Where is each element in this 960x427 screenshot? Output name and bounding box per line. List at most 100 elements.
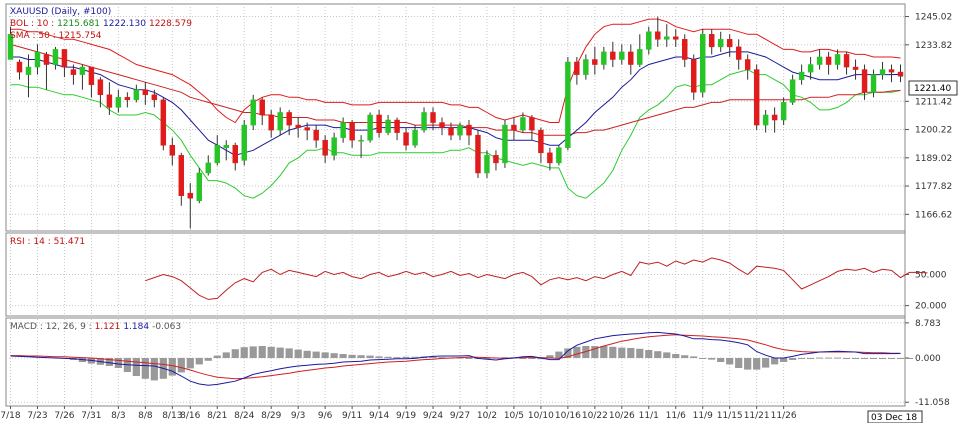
- price-series: [7, 16, 905, 229]
- macd-panel: 8.783 0.000 -11.058: [6, 319, 950, 408]
- macd-histogram-bar: [231, 349, 239, 358]
- candle: [52, 46, 59, 70]
- macd-histogram-bar: [177, 358, 185, 373]
- candle-body-up: [816, 56, 823, 65]
- macd-histogram-bar: [645, 350, 653, 358]
- candle: [502, 120, 508, 168]
- macd-histogram-bar: [573, 346, 581, 358]
- macd-histogram-bar: [105, 358, 113, 366]
- candle-body-up: [789, 79, 796, 103]
- macd-histogram-bar: [744, 358, 752, 370]
- macd-histogram-bar: [860, 358, 869, 359]
- macd-histogram-bar: [384, 356, 392, 358]
- candle: [7, 26, 14, 60]
- candle: [385, 114, 391, 136]
- macd-histogram-bar: [546, 355, 554, 358]
- macd-histogram-bar: [672, 354, 680, 358]
- candle-body-up: [520, 117, 526, 131]
- candle-body-up: [358, 139, 364, 142]
- candle-body-down: [232, 144, 238, 164]
- time-tick-label: 9/3: [291, 411, 305, 421]
- macd-label: MACD : 12, 26, 9 : 1.121 1.184 -0.063: [10, 322, 181, 332]
- time-tick-label: 11/1: [639, 411, 659, 421]
- candle: [16, 59, 23, 80]
- candle-body-down: [322, 139, 328, 156]
- macd-histogram-bar: [438, 357, 446, 359]
- candle: [646, 26, 652, 55]
- candle-body-up: [367, 114, 373, 141]
- candle-body-down: [708, 34, 715, 48]
- bollinger-middle-band: [10, 51, 901, 156]
- candle: [717, 31, 724, 52]
- bol-prefix: BOL : 10 :: [10, 19, 57, 29]
- candle: [870, 69, 877, 98]
- candle-body-up: [340, 122, 346, 138]
- candle: [394, 117, 400, 141]
- candle-body-up: [780, 102, 787, 121]
- price-panel-frame: [5, 3, 906, 232]
- bollinger-lower-band: [10, 69, 901, 199]
- candle: [637, 34, 643, 68]
- macd-histogram-bar: [753, 358, 761, 370]
- time-tick-label: 7/18: [0, 411, 20, 421]
- candle: [223, 140, 229, 161]
- macd-histogram-bar: [735, 358, 743, 368]
- candle: [367, 112, 373, 143]
- candle: [753, 64, 760, 131]
- candle-body-up: [637, 49, 643, 65]
- bol-label: BOL : 10 : 1215.681 1222.130 1228.579: [10, 19, 192, 29]
- macd-line: [10, 331, 901, 386]
- price-tick-label: 1166.62: [915, 210, 952, 220]
- candle-body-up: [385, 119, 391, 133]
- candle-body-up: [412, 129, 418, 146]
- candle: [196, 167, 203, 204]
- candle-body-up: [250, 99, 256, 126]
- candle: [673, 29, 679, 47]
- candle-body-up: [223, 144, 229, 149]
- macd-histogram-bar: [249, 346, 257, 358]
- candle-body-down: [744, 59, 751, 70]
- candle: [682, 34, 688, 68]
- candle-body-up: [34, 51, 41, 68]
- candle: [106, 82, 113, 115]
- candle: [726, 34, 733, 57]
- time-tick-label: 8/3: [111, 411, 125, 421]
- candle: [789, 74, 796, 105]
- candle-body-down: [259, 99, 265, 116]
- time-tick-label: 9/27: [450, 411, 470, 421]
- candle: [655, 16, 661, 47]
- candle: [520, 112, 526, 133]
- candle-body-up: [879, 69, 886, 75]
- macd-histogram-bar: [708, 358, 716, 360]
- time-tick-label: 8/13: [162, 411, 182, 421]
- macd-histogram-bar: [699, 358, 707, 359]
- candle-body-down: [61, 49, 68, 68]
- candle: [124, 92, 131, 108]
- macd-histogram-bar: [483, 358, 491, 359]
- macd-histogram-bar: [824, 357, 833, 359]
- macd-histogram-bar: [429, 356, 437, 358]
- time-tick-label: 9/24: [423, 411, 443, 421]
- candle: [744, 54, 751, 80]
- rsi-panel: 50.000 20.000: [6, 257, 947, 312]
- candle: [205, 155, 211, 176]
- candle-body-down: [394, 119, 400, 133]
- candle: [313, 125, 319, 148]
- candle-body-up: [331, 137, 337, 156]
- macd-tick-label: 0.000: [915, 354, 941, 364]
- time-tick-label: 11/6: [666, 411, 686, 421]
- candle: [708, 29, 715, 55]
- macd-histogram-bar: [150, 358, 158, 381]
- candle: [295, 117, 301, 138]
- candle-body-up: [241, 124, 247, 161]
- candle: [421, 107, 427, 133]
- candle-body-up: [214, 144, 220, 164]
- candle: [574, 56, 580, 85]
- candle: [232, 142, 238, 171]
- candle-body-up: [502, 124, 508, 164]
- candle-body-down: [574, 61, 580, 75]
- candle-body-up: [205, 162, 211, 174]
- candle: [70, 64, 77, 85]
- price-grid: [6, 4, 905, 406]
